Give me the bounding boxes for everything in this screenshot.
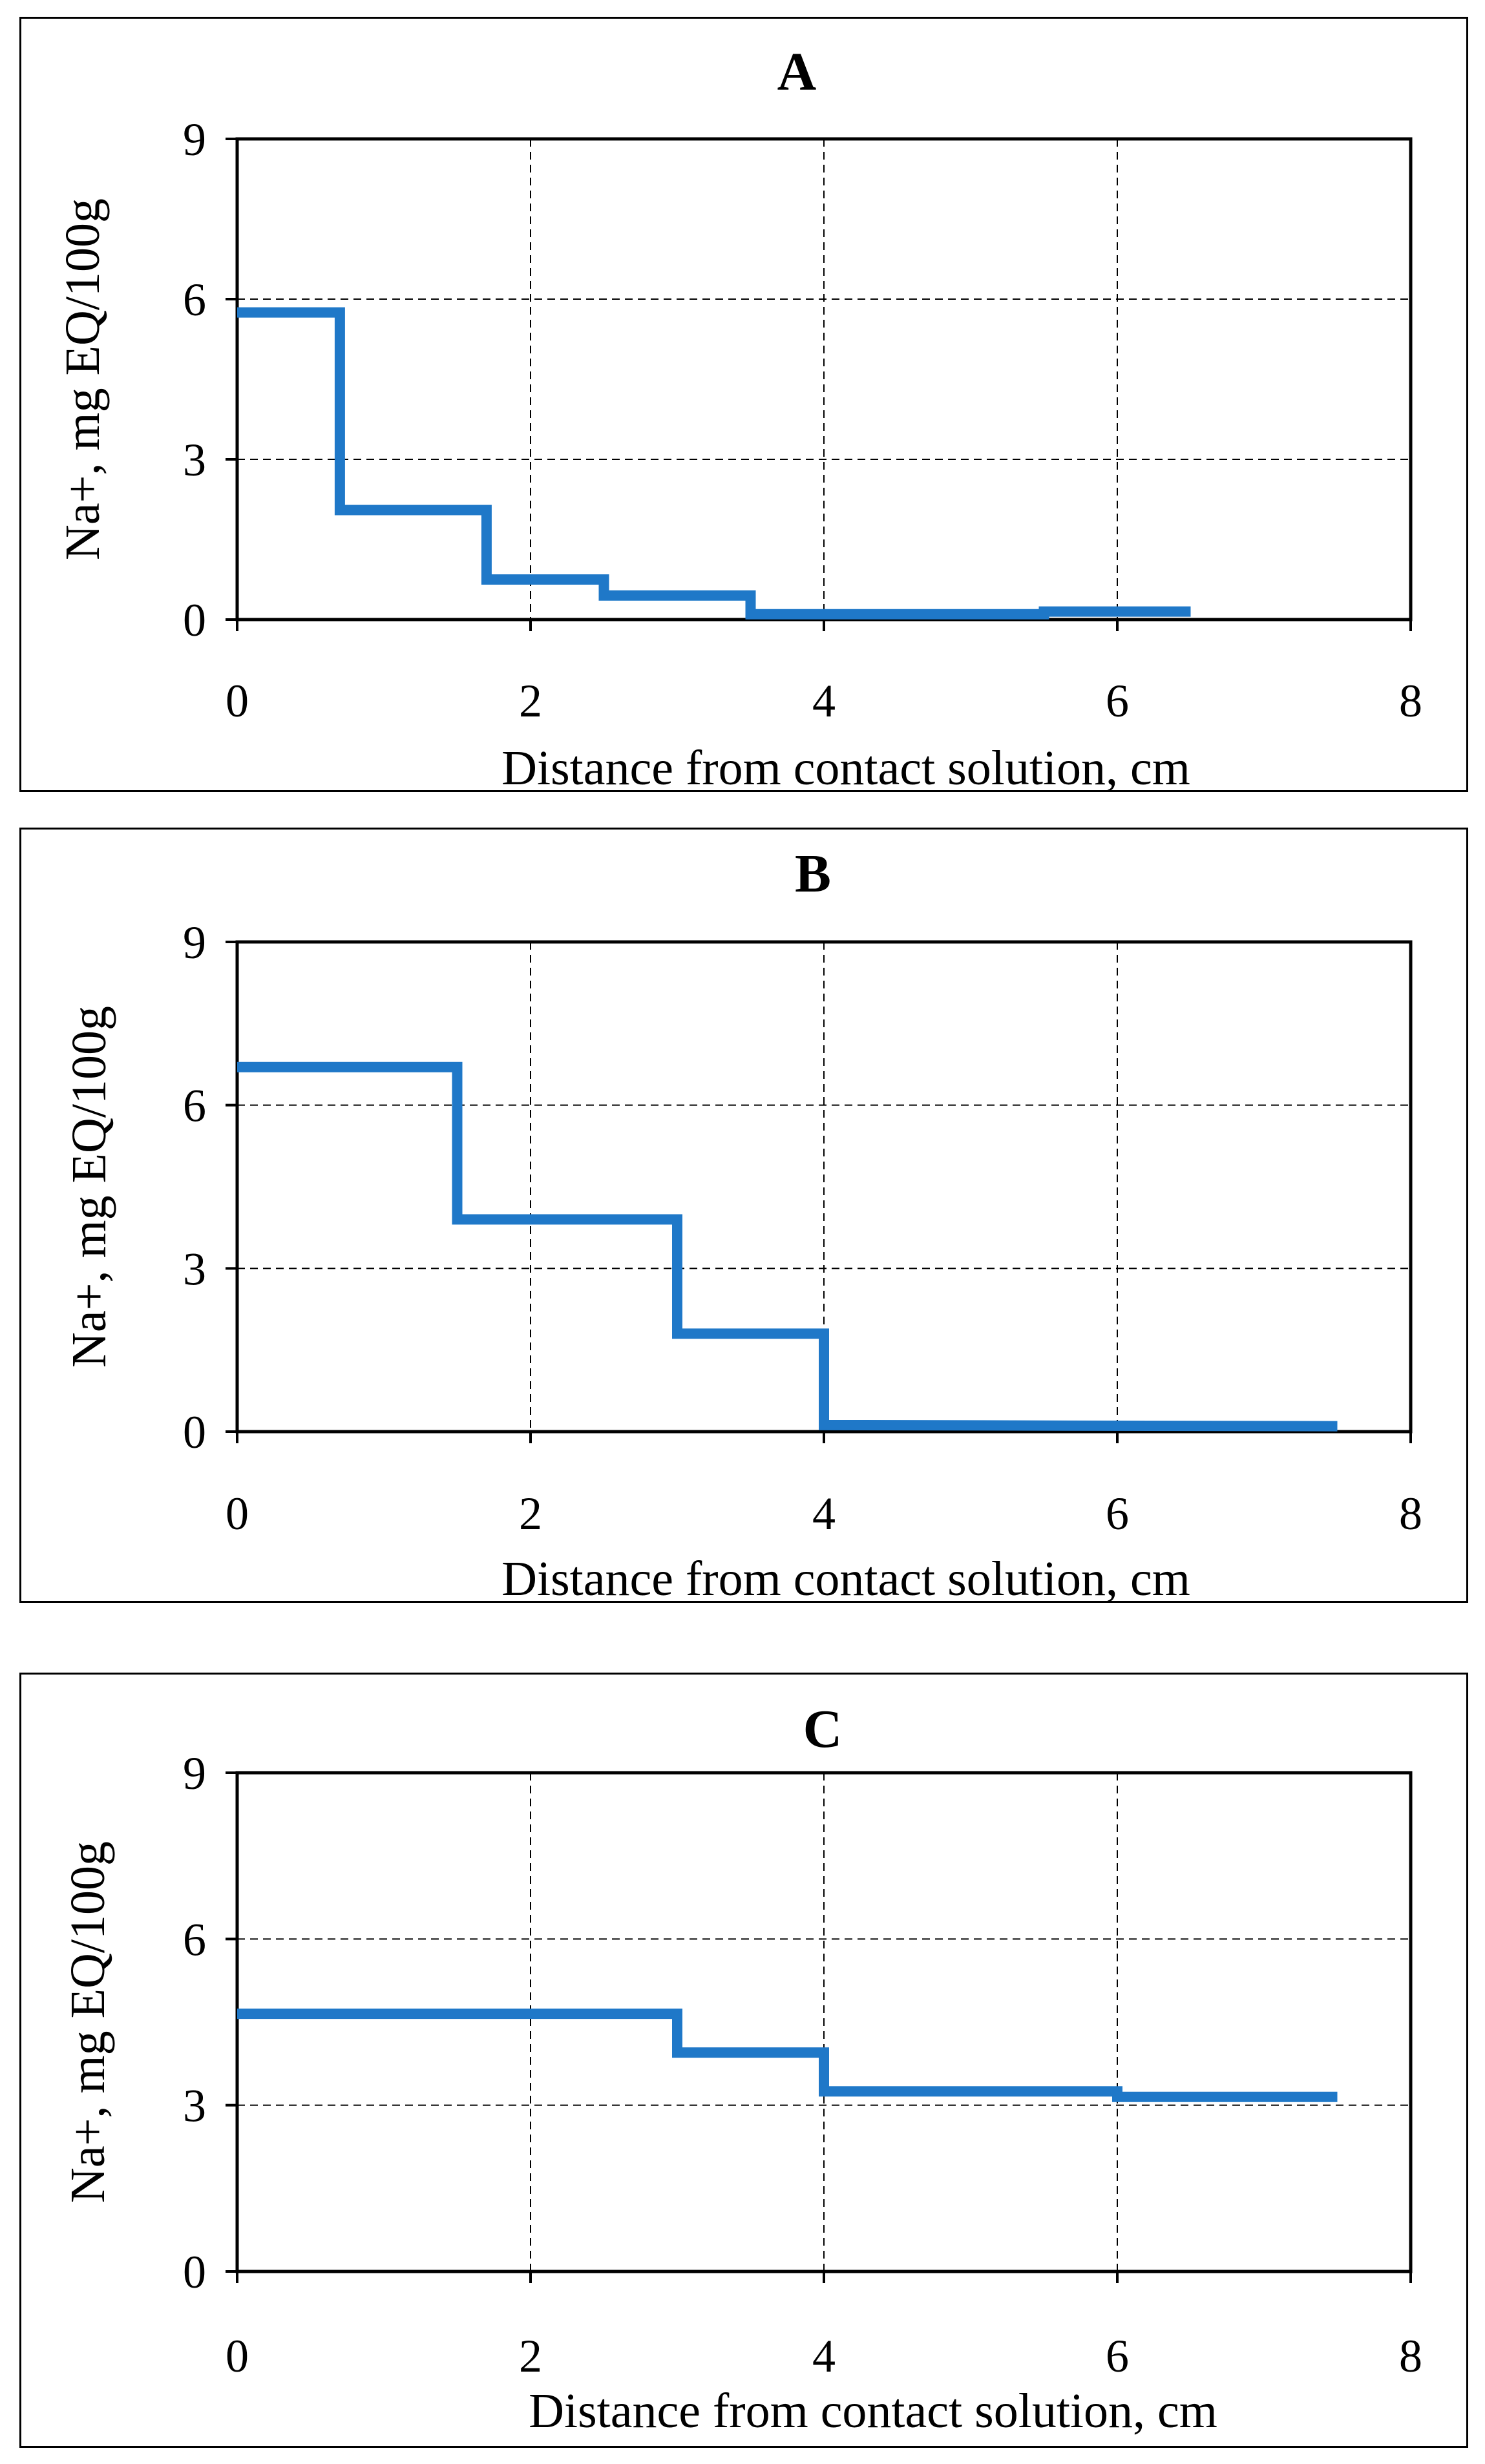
y-tick-label: 0 — [183, 1406, 206, 1458]
y-axis-label: Na+, mg EQ/100g — [62, 1006, 116, 1368]
y-tick-label: 3 — [183, 1243, 206, 1295]
x-tick-label: 6 — [1106, 1488, 1129, 1540]
y-tick-label: 3 — [183, 2080, 206, 2132]
y-tick-label: 0 — [183, 594, 206, 646]
chart-title: A — [777, 42, 817, 102]
x-axis-label: Distance from contact solution, cm — [501, 741, 1190, 790]
x-axis-label: Distance from contact solution, cm — [501, 1552, 1190, 1601]
x-tick-label: 2 — [519, 675, 542, 727]
x-tick-label: 0 — [226, 1488, 249, 1540]
chart-panel-b: B 0 2 4 6 8 0 3 6 9 Distance from contact solution… — [19, 828, 1468, 1603]
x-tick-label: 0 — [226, 675, 249, 727]
x-tick-label: 8 — [1399, 1488, 1422, 1540]
chart-panel-a: A 0 2 4 6 8 0 3 6 9 Distance from contact solution… — [19, 17, 1468, 792]
y-axis-label: Na+, mg EQ/100g — [56, 198, 110, 560]
series-line-na — [237, 2009, 1338, 2102]
chart-a-svg: A 0 2 4 6 8 0 3 6 9 Distance from contact solution… — [56, 42, 1422, 790]
x-tick-label: 2 — [519, 2330, 542, 2382]
y-tick-label: 0 — [183, 2246, 206, 2298]
y-tick-label: 6 — [183, 1080, 206, 1132]
y-tick-label: 9 — [183, 917, 206, 968]
x-tick-label: 8 — [1399, 2330, 1422, 2382]
y-tick-label: 9 — [183, 114, 206, 165]
x-tick-label: 2 — [519, 1488, 542, 1540]
x-tick-label: 6 — [1106, 2330, 1129, 2382]
x-tick-label: 4 — [812, 2330, 836, 2382]
y-tick-label: 3 — [183, 434, 206, 486]
x-axis-label: Distance from contact solution, cm — [529, 2384, 1217, 2438]
x-tick-label: 6 — [1106, 675, 1129, 727]
y-tick-label: 6 — [183, 274, 206, 326]
chart-title: C — [803, 1699, 843, 1759]
series-line-na — [237, 1061, 1338, 1432]
x-tick-label: 8 — [1399, 675, 1422, 727]
chart-title: B — [795, 844, 831, 904]
chart-b-svg: B 0 2 4 6 8 0 3 6 9 Distance from contact solution… — [62, 844, 1422, 1601]
x-tick-label: 4 — [812, 1488, 836, 1540]
x-tick-label: 0 — [226, 2330, 249, 2382]
chart-c-svg: C 0 2 4 6 8 0 3 6 9 Distance from contact solution… — [61, 1699, 1422, 2438]
y-tick-label: 6 — [183, 1914, 206, 1965]
x-tick-label: 4 — [812, 675, 836, 727]
y-axis-label: Na+, mg EQ/100g — [61, 1841, 115, 2203]
y-tick-label: 9 — [183, 1748, 206, 1799]
chart-panel-c: C 0 2 4 6 8 0 3 6 9 Distance from contact solution… — [19, 1673, 1468, 2448]
series-line-na — [237, 307, 1191, 620]
